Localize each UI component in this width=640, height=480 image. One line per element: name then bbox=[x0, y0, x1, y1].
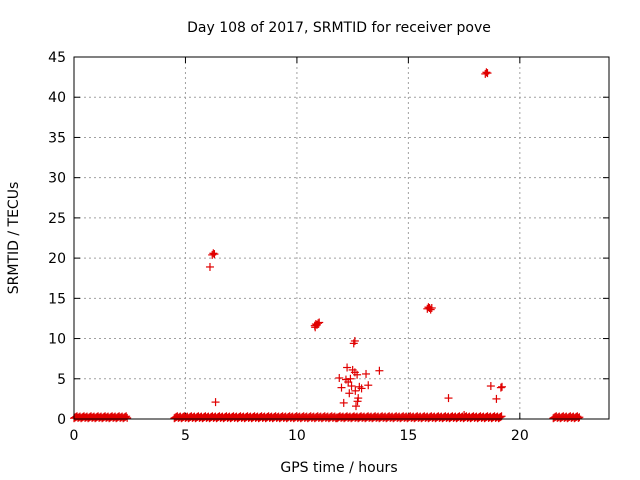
data-point-15 bbox=[343, 363, 352, 372]
data-point-11 bbox=[335, 373, 344, 382]
y-tick-label-6: 30 bbox=[48, 171, 66, 187]
x-tick-label-4: 20 bbox=[511, 428, 529, 444]
x-tick-label-2: 10 bbox=[288, 428, 306, 444]
data-point-46 bbox=[496, 383, 505, 392]
data-point-4 bbox=[211, 398, 220, 407]
plot-frame bbox=[73, 56, 610, 420]
data-point-8 bbox=[314, 319, 323, 328]
baseline-point-2-163 bbox=[496, 412, 505, 421]
data-point-2 bbox=[209, 249, 218, 258]
data-point-39 bbox=[444, 394, 453, 403]
x-axis-label: GPS time / hours bbox=[280, 460, 397, 476]
y-tick-label-1: 5 bbox=[57, 372, 66, 388]
data-point-23 bbox=[350, 336, 359, 345]
data-point-10 bbox=[311, 323, 320, 332]
data-point-3 bbox=[210, 250, 219, 259]
baseline-point-3-25 bbox=[574, 413, 583, 422]
data-point-40 bbox=[460, 410, 469, 419]
y-tick-label-4: 20 bbox=[48, 251, 66, 267]
data-point-19 bbox=[347, 382, 356, 391]
axis-ticks bbox=[73, 56, 609, 420]
y-tick-label-0: 0 bbox=[57, 412, 66, 428]
data-point-32 bbox=[364, 381, 373, 390]
y-tick-label-9: 45 bbox=[48, 50, 66, 66]
y-axis-label: SRMTID / TECUs bbox=[6, 182, 22, 295]
y-tick-label-2: 10 bbox=[48, 332, 66, 348]
data-point-30 bbox=[357, 384, 366, 393]
data-point-42 bbox=[482, 68, 491, 77]
data-point-31 bbox=[362, 369, 371, 378]
y-tick-label-3: 15 bbox=[48, 291, 66, 307]
baseline-point-0-51 bbox=[121, 412, 130, 421]
baseline-point-2-162 bbox=[495, 413, 504, 422]
data-point-47 bbox=[498, 382, 506, 391]
chart-title: Day 108 of 2017, SRMTID for receiver pov… bbox=[187, 20, 491, 36]
y-tick-label-8: 40 bbox=[48, 90, 66, 106]
data-point-0 bbox=[205, 262, 214, 271]
baseline-point-3-26 bbox=[575, 413, 584, 422]
data-point-45 bbox=[492, 394, 501, 403]
y-tick-labels: 0 5 10 15 20 25 30 35 40 45 bbox=[48, 50, 66, 428]
baseline-point-0-53 bbox=[123, 413, 132, 422]
data-point-28 bbox=[354, 394, 363, 403]
data-point-18 bbox=[346, 374, 355, 383]
data-point-38 bbox=[427, 303, 436, 312]
data-point-37 bbox=[426, 305, 435, 314]
grid-lines bbox=[74, 57, 609, 419]
x-tick-label-0: 0 bbox=[70, 428, 79, 444]
x-tick-label-3: 15 bbox=[399, 428, 417, 444]
data-point-43 bbox=[483, 69, 492, 78]
data-point-25 bbox=[351, 402, 360, 411]
y-tick-label-5: 25 bbox=[48, 211, 66, 227]
data-point-17 bbox=[345, 389, 354, 398]
data-point-33 bbox=[375, 366, 384, 375]
data-point-44 bbox=[486, 382, 495, 391]
data-point-9 bbox=[315, 318, 324, 327]
data-point-12 bbox=[337, 383, 346, 392]
data-point-13 bbox=[339, 398, 348, 407]
y-tick-label-7: 35 bbox=[48, 130, 66, 146]
data-point-26 bbox=[353, 370, 362, 379]
x-tick-label-1: 5 bbox=[181, 428, 190, 444]
data-points bbox=[70, 68, 584, 423]
x-tick-labels: 0 5 10 15 20 bbox=[70, 428, 529, 444]
data-point-24 bbox=[351, 386, 360, 395]
